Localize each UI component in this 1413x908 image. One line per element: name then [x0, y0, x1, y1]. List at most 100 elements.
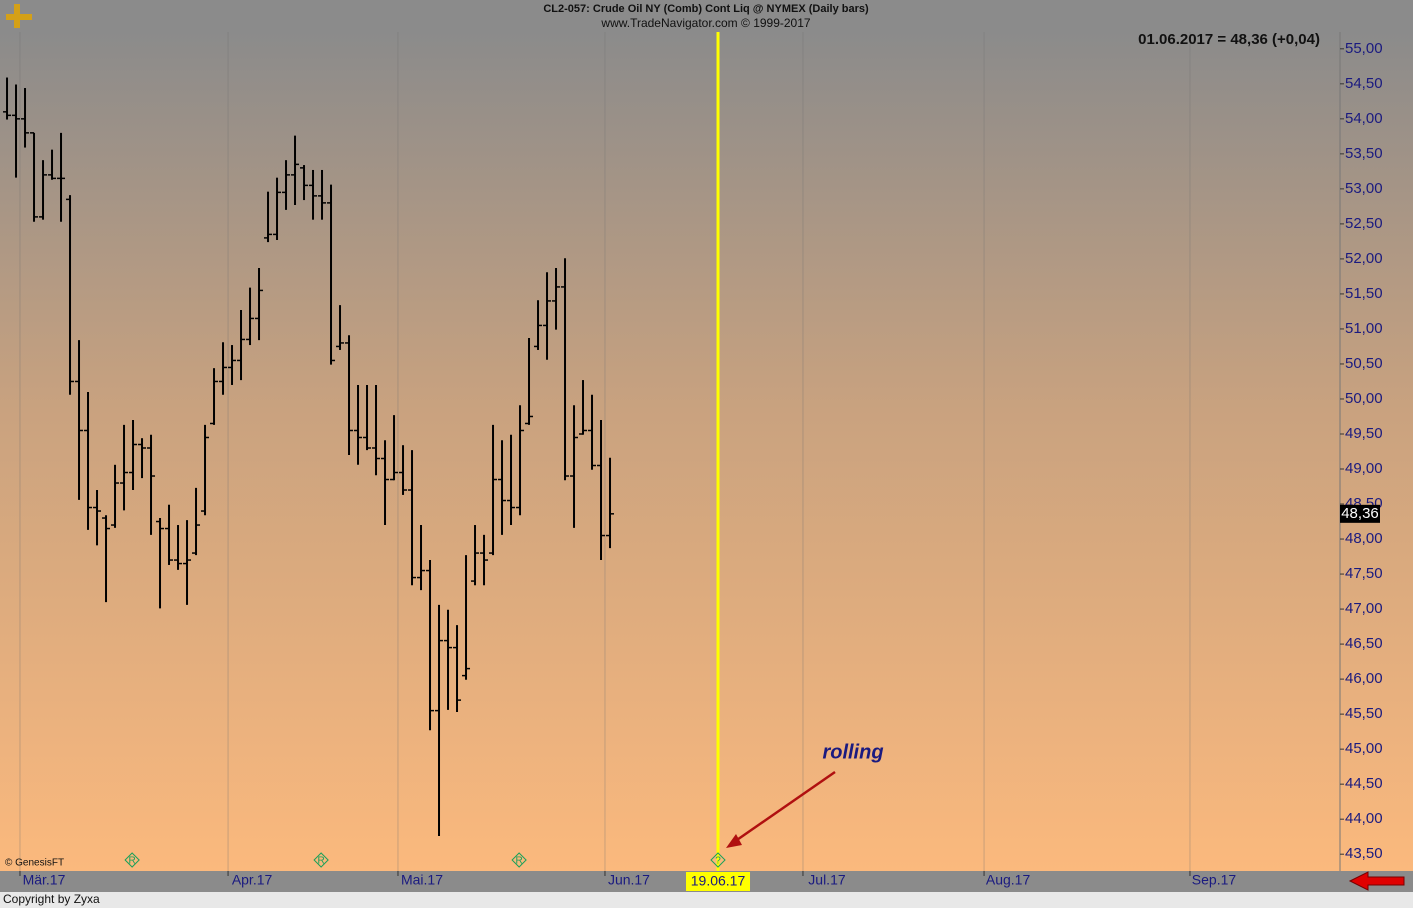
ohlc-bar — [255, 268, 264, 341]
ohlc-bar — [543, 272, 552, 360]
y-tick-label: 47,00 — [1345, 600, 1383, 617]
event-marker — [710, 852, 726, 868]
ohlc-bar — [516, 405, 525, 516]
ohlc-bar — [489, 424, 498, 556]
annotation-arrow — [726, 770, 836, 848]
ohlc-bar — [462, 555, 471, 680]
ohlc-bar — [138, 438, 147, 479]
cursor-label-bg — [686, 872, 751, 891]
ohlc-bar — [507, 434, 516, 526]
y-tick-label: 55,00 — [1345, 40, 1383, 57]
ohlc-bar — [372, 384, 381, 476]
ohlc-bar — [525, 338, 534, 425]
x-tick-label: Sep.17 — [1192, 872, 1237, 888]
x-tick-label: Aug.17 — [986, 872, 1031, 888]
event-marker-label: ? — [715, 856, 721, 867]
event-marker — [124, 852, 140, 868]
y-tick-label: 50,50 — [1345, 355, 1383, 372]
y-tick-label: 47,50 — [1345, 565, 1383, 582]
ohlc-bar — [192, 487, 201, 556]
ohlc-bar — [120, 424, 129, 511]
ohlc-bar — [606, 457, 615, 549]
scroll-arrow[interactable] — [1348, 871, 1405, 891]
ohlc-bar — [39, 160, 48, 220]
ohlc-bar — [237, 310, 246, 381]
y-tick-label: 52,00 — [1345, 250, 1383, 267]
ohlc-bar — [426, 560, 435, 731]
ohlc-bar — [408, 450, 417, 586]
ohlc-bar — [102, 515, 111, 603]
ohlc-bar — [129, 419, 138, 491]
ohlc-bar — [174, 525, 183, 570]
ohlc-bar — [570, 405, 579, 528]
x-tick-label: Mär.17 — [23, 872, 66, 888]
y-tick-label: 45,00 — [1345, 740, 1383, 757]
ohlc-bar — [561, 258, 570, 481]
ohlc-bar — [21, 88, 30, 148]
chart-subtitle: www.TradeNavigator.com © 1999-2017 — [600, 16, 810, 30]
ohlc-bar — [201, 424, 210, 516]
ohlc-bar — [3, 77, 12, 120]
y-tick-label: 53,50 — [1345, 145, 1383, 162]
event-marker-label: R — [129, 856, 136, 867]
annotation: rolling — [822, 741, 883, 763]
y-tick-label: 49,50 — [1345, 425, 1383, 442]
logo — [6, 4, 32, 28]
ohlc-bar — [498, 440, 507, 535]
ohlc-bar — [588, 394, 597, 470]
event-marker-label: R — [515, 856, 522, 867]
ohlc-bar — [579, 380, 588, 435]
last-price-bg — [1340, 504, 1380, 523]
last-price-label: 48,36 — [1341, 505, 1379, 522]
ohlc-bar — [57, 132, 66, 222]
ohlc-bar — [327, 184, 336, 365]
ohlc-bar — [75, 340, 84, 500]
ohlc-bar — [30, 132, 39, 222]
ohlc-bar — [84, 391, 93, 530]
ohlc-bar — [183, 520, 192, 605]
ohlc-bar — [156, 518, 165, 609]
ohlc-bar — [12, 84, 21, 178]
y-tick-label: 48,00 — [1345, 530, 1383, 547]
y-tick-label: 51,00 — [1345, 320, 1383, 337]
info-text: 01.06.2017 = 48,36 (+0,04) — [1138, 31, 1320, 48]
chart-title: CL2-057: Crude Oil NY (Comb) Cont Liq @ … — [543, 3, 869, 15]
ohlc-bar — [264, 191, 273, 243]
y-tick-label: 46,00 — [1345, 670, 1383, 687]
ohlc-bar — [93, 490, 102, 546]
ohlc-bar — [300, 165, 309, 201]
ohlc-bar — [444, 609, 453, 710]
ohlc-bar — [48, 149, 57, 180]
source-text: © GenesisFT — [5, 858, 64, 869]
plot-background — [0, 32, 1413, 871]
footer — [0, 892, 1413, 908]
ohlc-bar — [165, 504, 174, 565]
event-marker-label: R — [318, 856, 325, 867]
y-tick-label: 49,00 — [1345, 460, 1383, 477]
ohlc-bar — [147, 434, 156, 535]
event-marker — [511, 852, 527, 868]
y-tick-label: 51,50 — [1345, 285, 1383, 302]
ohlc-bar — [210, 368, 219, 425]
y-tick-label: 54,50 — [1345, 75, 1383, 92]
y-tick-label: 52,50 — [1345, 215, 1383, 232]
ohlc-bar — [381, 440, 390, 526]
x-tick-label: Apr.17 — [232, 872, 273, 888]
cursor-label: 19.06.17 — [691, 873, 746, 889]
copyright-text: Copyright by Zyxa — [3, 892, 100, 906]
ohlc-bar — [309, 169, 318, 220]
ohlc-bar — [534, 300, 543, 350]
ohlc-bar — [399, 445, 408, 495]
y-tick-label: 46,50 — [1345, 635, 1383, 652]
ohlc-bar — [219, 342, 228, 395]
x-tick-label: Mai.17 — [401, 872, 443, 888]
ohlc-bar — [480, 534, 489, 586]
y-tick-label: 44,00 — [1345, 810, 1383, 827]
ohlc-bar — [66, 195, 75, 395]
event-marker — [313, 852, 329, 868]
ohlc-bar — [552, 268, 561, 330]
y-tick-label: 43,50 — [1345, 845, 1383, 862]
ohlc-bar — [273, 177, 282, 240]
